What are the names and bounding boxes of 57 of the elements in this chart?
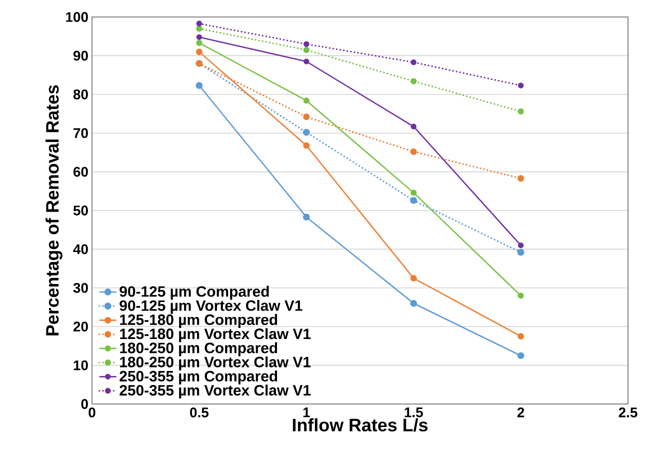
point [518, 292, 524, 299]
legend-label: 250-355 µm Vortex Claw V1 [120, 384, 311, 399]
point [302, 128, 310, 136]
x-tick-label: 1.5 [404, 408, 423, 418]
x-tick-label: 2.5 [618, 408, 638, 418]
x-tick-label: 0.5 [190, 408, 209, 418]
point [410, 148, 417, 155]
point [410, 78, 417, 84]
point [410, 124, 416, 130]
point [303, 114, 310, 120]
point [196, 34, 202, 40]
point [410, 300, 418, 307]
point [196, 26, 202, 32]
point [302, 214, 310, 221]
point [304, 58, 310, 64]
y-tick-label: 50 [73, 206, 88, 216]
point [517, 248, 524, 256]
x-tick-label: 0 [88, 408, 96, 418]
y-tick-label: 10 [74, 360, 88, 370]
y-tick-label: 100 [66, 12, 88, 22]
point [518, 175, 524, 182]
x-tick-label: 1 [303, 408, 310, 418]
point [518, 108, 524, 115]
point [303, 98, 310, 104]
legend-label: 180-250 µm Vortex Claw V1 [120, 356, 311, 370]
x-tick-label: 2 [517, 408, 524, 418]
point [304, 41, 310, 47]
y-axis-title: Percentage of Removal Rates [46, 85, 62, 336]
point [518, 333, 524, 340]
y-tick-label: 90 [73, 50, 88, 61]
point [196, 20, 202, 26]
y-tick-label: 0 [81, 399, 88, 409]
point [517, 352, 524, 360]
point [518, 242, 524, 248]
point [410, 59, 416, 66]
y-tick-label: 80 [73, 89, 88, 100]
point [303, 142, 310, 149]
point [196, 48, 202, 56]
legend-label: 90-125 µm Vortex Claw V1 [120, 300, 302, 314]
legend-label: 250-355 µm Compared [120, 370, 278, 384]
point [410, 190, 417, 196]
legend-label: 125-180 µm Compared [120, 314, 278, 328]
legend-label: 90-125 µm Compared [120, 286, 269, 300]
legend-label: 125-180 µm Vortex Claw V1 [120, 328, 311, 342]
x-axis-title: Inflow Rates L/s [292, 418, 428, 432]
point [196, 82, 203, 89]
legend-label: 180-250 µm Compared [120, 342, 278, 356]
point [410, 274, 417, 282]
point [518, 82, 524, 88]
point [303, 46, 310, 53]
y-tick-label: 40 [73, 244, 88, 254]
y-tick-label: 60 [73, 166, 88, 177]
y-tick-label: 70 [74, 128, 88, 138]
y-tick-label: 30 [73, 282, 88, 293]
y-tick-label: 20 [73, 322, 88, 332]
point [196, 40, 202, 46]
point [410, 196, 418, 204]
